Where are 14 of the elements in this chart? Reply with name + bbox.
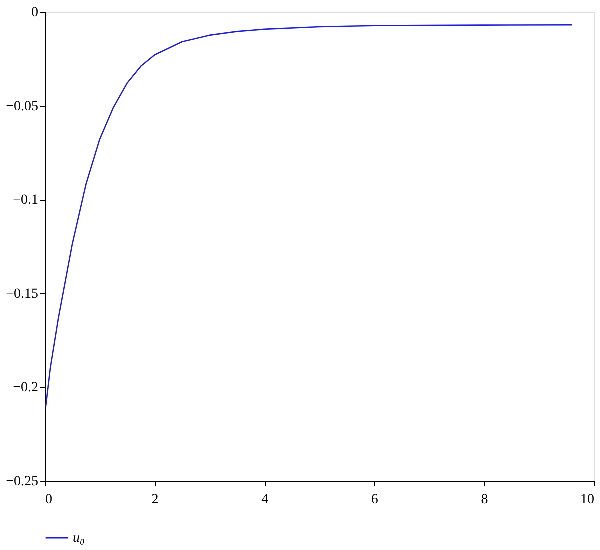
x-tick-label: 8 bbox=[481, 492, 488, 508]
y-tick-label: −0.25 bbox=[6, 474, 38, 490]
x-tick-label: 6 bbox=[371, 492, 378, 508]
x-tick-label: 0 bbox=[46, 492, 52, 508]
y-tick-label: −0.05 bbox=[6, 99, 38, 114]
y-tick-label: −0.2 bbox=[13, 380, 38, 396]
y-tick-label: 0 bbox=[32, 6, 38, 20]
y-tick-label: −0.15 bbox=[6, 286, 38, 302]
x-tick-label: 4 bbox=[262, 492, 269, 508]
y-tick-label: −0.1 bbox=[13, 193, 38, 208]
x-tick-label: 2 bbox=[152, 492, 159, 508]
legend-label: u₀ bbox=[73, 531, 85, 546]
line-series bbox=[45, 24, 573, 407]
x-tick-label: 10 bbox=[580, 492, 594, 508]
